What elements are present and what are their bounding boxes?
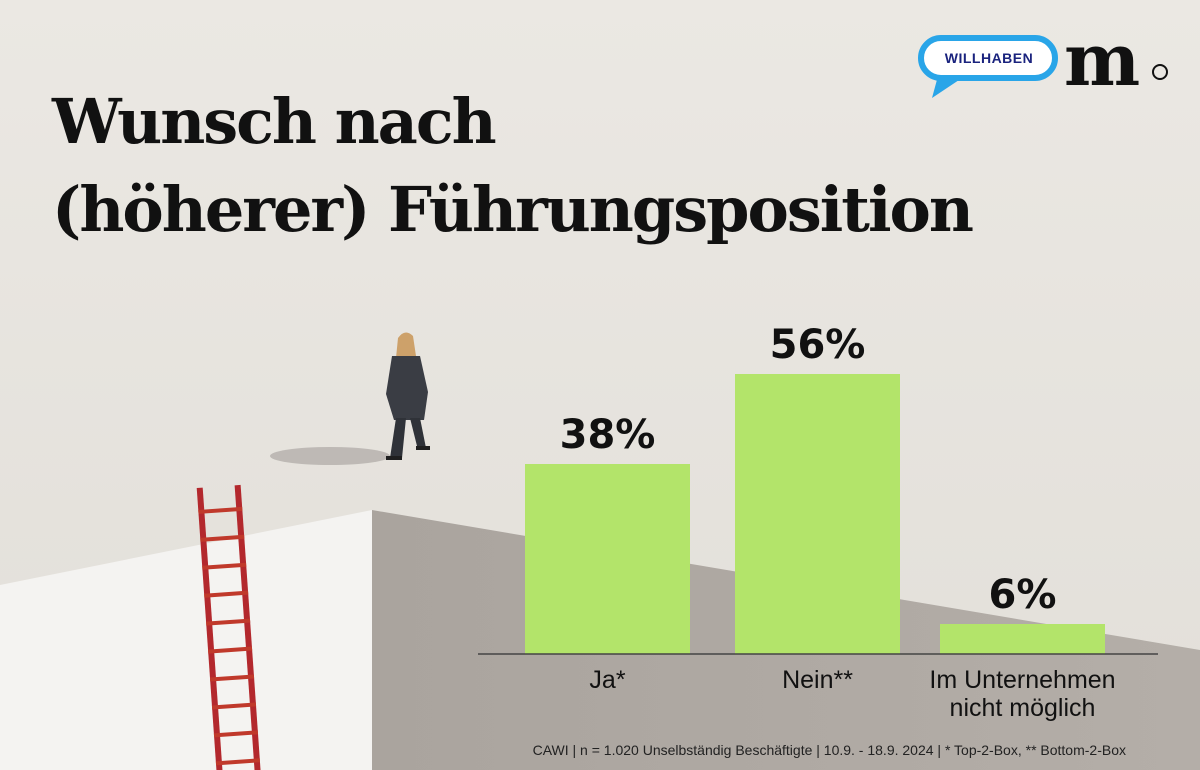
value-label-3: 6% — [989, 572, 1057, 618]
bar-1 — [525, 464, 690, 654]
title-line-2: (höherer) Führungsposition — [52, 173, 974, 246]
category-label-3-line-2: nicht möglich — [950, 694, 1096, 722]
category-label-1: Ja* — [589, 666, 625, 694]
ladder — [196, 484, 261, 770]
walking-woman — [386, 332, 430, 460]
platform-front — [0, 510, 372, 770]
category-label-2: Nein** — [782, 666, 853, 694]
page-title: Wunsch nach (höherer) Führungsposition — [52, 78, 974, 254]
m-logo-dot — [1152, 64, 1168, 80]
willhaben-logo-text: WILLHABEN — [944, 50, 1034, 66]
category-label-3-line-1: Im Unternehmen — [929, 666, 1115, 694]
title-line-1: Wunsch nach — [52, 85, 497, 158]
bar-2 — [735, 374, 900, 654]
person-shadow — [270, 447, 390, 465]
m-logo: m — [1064, 17, 1141, 102]
bar-3 — [940, 624, 1105, 654]
footnote: CAWI | n = 1.020 Unselbständig Beschäfti… — [532, 742, 1126, 758]
value-label-2: 56% — [770, 322, 866, 368]
willhaben-logo — [918, 35, 1058, 98]
value-label-1: 38% — [560, 412, 656, 458]
